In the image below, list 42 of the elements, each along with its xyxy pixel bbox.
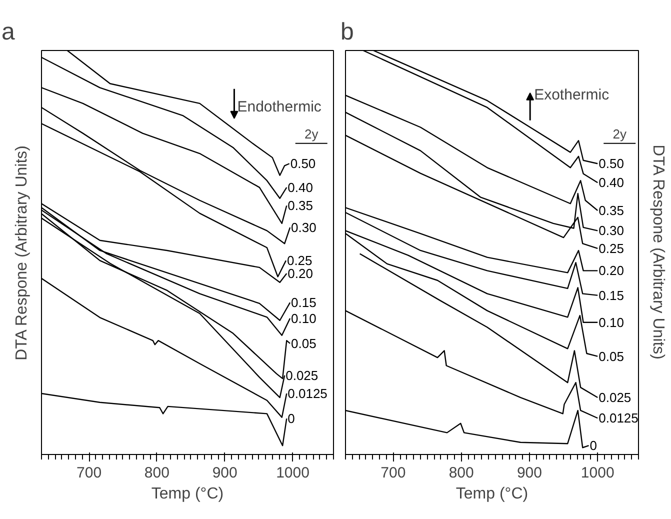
series-label: 0.25 xyxy=(598,240,624,256)
series-label: 0.05 xyxy=(598,348,624,364)
series-label: 0.20 xyxy=(598,263,624,278)
series-label: 0.35 xyxy=(598,202,624,218)
legend-label: 0.50 xyxy=(290,156,316,172)
chart-title: a xyxy=(2,18,16,46)
x-tick-label: 700 xyxy=(76,464,102,482)
series-label: 0.10 xyxy=(598,314,624,330)
series-label: 0 xyxy=(590,438,597,454)
x-tick-label: 900 xyxy=(212,464,238,482)
x-tick-label: 700 xyxy=(380,464,406,482)
series-label: 0.30 xyxy=(291,220,316,235)
y-axis-title: DTA Respone (Arbitrary Units) xyxy=(650,144,666,360)
annotation: Exothermic xyxy=(534,86,610,104)
x-tick-label: 1000 xyxy=(276,464,310,482)
legend-title: 2y xyxy=(612,126,627,142)
series-label: 0.30 xyxy=(598,223,624,238)
x-axis-title: Temp (°C) xyxy=(456,486,528,502)
series-label: 0.40 xyxy=(598,175,624,190)
series-label: 0.15 xyxy=(598,288,624,303)
series-label: 0.20 xyxy=(288,266,313,282)
annotation: Endothermic xyxy=(237,98,322,116)
x-tick-label: 1000 xyxy=(580,464,614,482)
series-label: 0.10 xyxy=(291,310,316,326)
series-label: 0 xyxy=(288,411,295,426)
x-tick-label: 800 xyxy=(448,464,474,482)
series-label: 0.0125 xyxy=(598,410,638,426)
series-label: 0.0125 xyxy=(288,386,328,401)
legend-title: 2y xyxy=(304,126,319,142)
x-axis-title: Temp (°C) xyxy=(151,486,224,502)
x-tick-label: 800 xyxy=(144,464,170,482)
y-axis-title: DTA Respone (Arbitrary Units) xyxy=(14,146,30,360)
series-label: 0.35 xyxy=(288,198,313,214)
chart-title: b xyxy=(340,18,354,46)
series-label: 0.25 xyxy=(286,253,312,268)
series-label: 0.025 xyxy=(598,390,632,406)
series-label: 0.40 xyxy=(288,180,313,195)
legend-label: 0.50 xyxy=(598,156,624,172)
series-label: 0.15 xyxy=(291,295,316,310)
x-tick-label: 900 xyxy=(516,464,542,482)
series-label: 0.025 xyxy=(286,368,318,383)
series-label: 0.05 xyxy=(291,336,316,351)
